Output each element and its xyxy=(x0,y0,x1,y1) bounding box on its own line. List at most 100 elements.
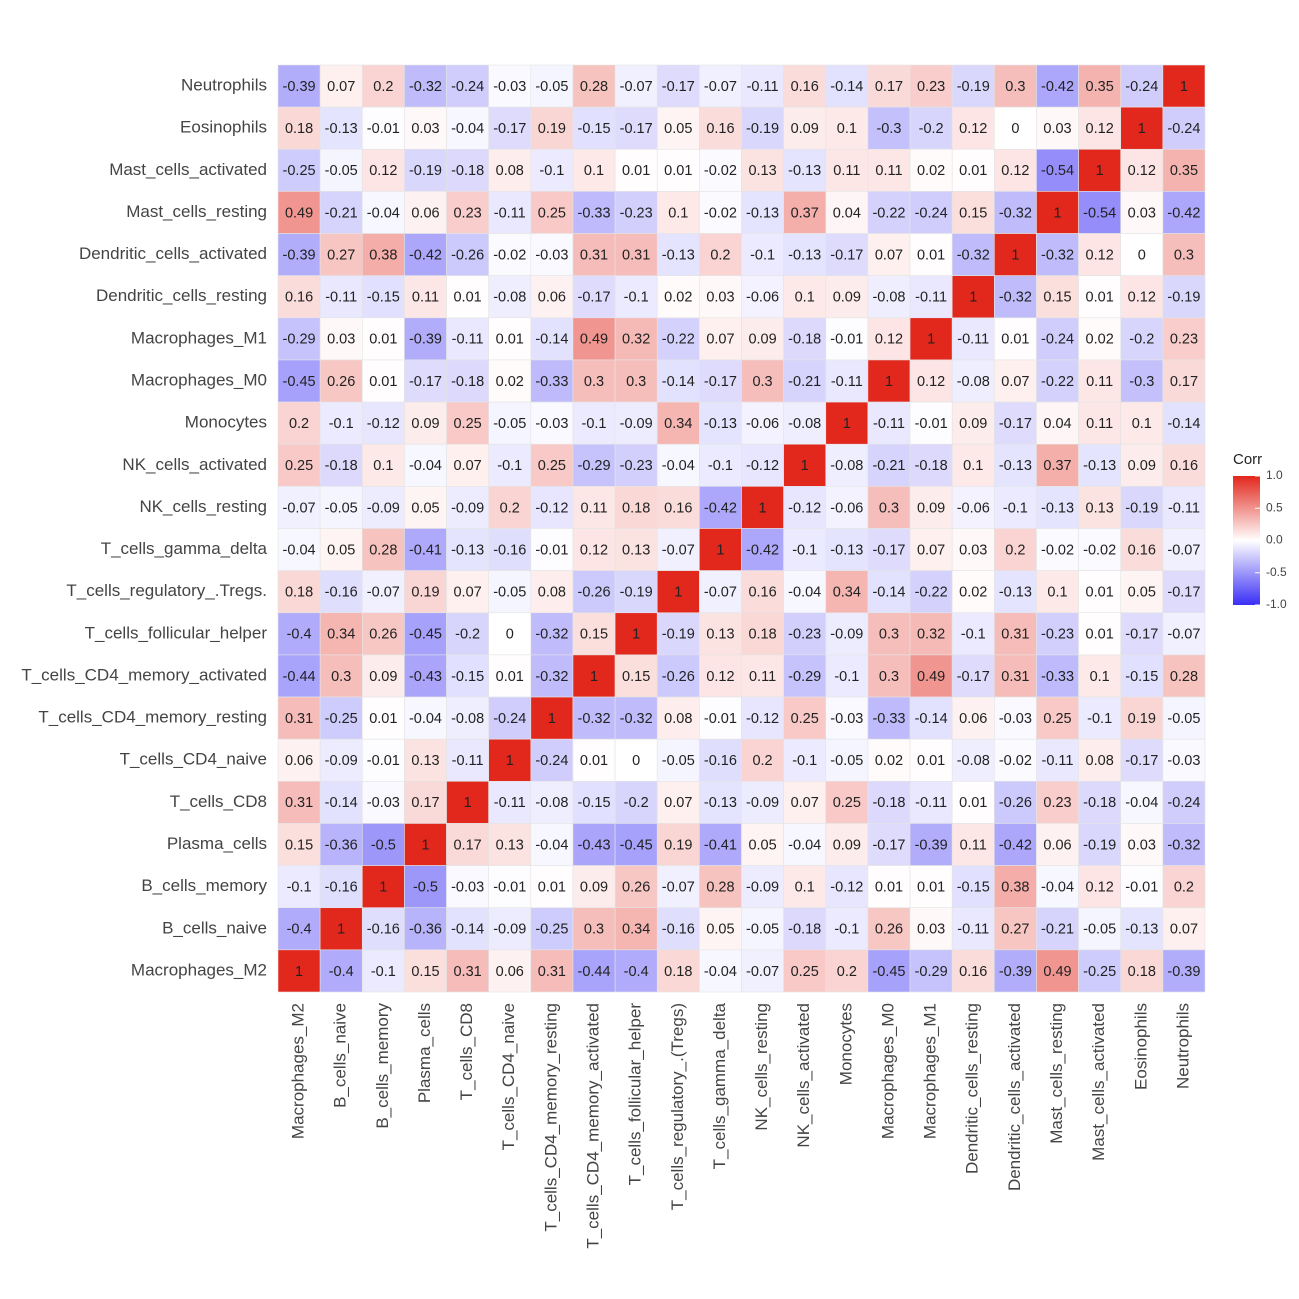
heatmap-cell xyxy=(1078,865,1122,909)
heatmap-cell xyxy=(1078,233,1122,276)
heatmap-cell xyxy=(614,148,658,192)
cell-label: 0.19 xyxy=(1128,711,1156,727)
heatmap-cell xyxy=(783,823,827,866)
cell-label: -0.1 xyxy=(539,163,564,179)
heatmap-cell xyxy=(1120,865,1164,909)
heatmap-cell xyxy=(530,823,574,866)
cell-label: 0.1 xyxy=(1047,585,1067,601)
cell-label: 0.34 xyxy=(622,922,650,938)
heatmap-cell xyxy=(699,907,742,951)
heatmap-cell xyxy=(277,738,321,782)
cell-label: 0.18 xyxy=(285,585,313,601)
cell-label: 0.49 xyxy=(285,205,313,221)
cell-label: -0.21 xyxy=(325,205,358,221)
cell-label: -0.02 xyxy=(704,205,737,221)
cell-label: -0.1 xyxy=(371,964,396,980)
heatmap-cell xyxy=(825,275,869,319)
heatmap-cell xyxy=(277,64,321,108)
cell-label: -0.08 xyxy=(830,458,863,474)
heatmap-cell xyxy=(994,949,1037,993)
cell-label: 0.1 xyxy=(1132,416,1152,432)
cell-label: 0.01 xyxy=(1086,290,1114,306)
heatmap-cell xyxy=(530,781,574,824)
cell-label: 0.01 xyxy=(959,163,987,179)
heatmap-cell xyxy=(994,275,1037,319)
cell-label: 0.1 xyxy=(795,290,815,306)
x-tick-label: Mast_cells_resting xyxy=(1047,1003,1066,1144)
cell-label: 0.35 xyxy=(1086,79,1114,95)
heatmap-cell xyxy=(488,907,532,951)
x-tick-label: Monocytes xyxy=(836,1003,855,1085)
heatmap-cell xyxy=(319,738,363,782)
cell-label: -0.1 xyxy=(329,416,354,432)
cell-label: -0.42 xyxy=(1041,79,1074,95)
cell-label: 0.01 xyxy=(1086,627,1114,643)
heatmap-cell xyxy=(572,612,616,656)
heatmap-cell xyxy=(699,654,742,698)
cell-label: -0.14 xyxy=(451,922,484,938)
heatmap-cell xyxy=(572,823,616,866)
cell-label: 0.2 xyxy=(837,964,857,980)
x-tick-label: Mast_cells_activated xyxy=(1089,1003,1108,1161)
heatmap-cell xyxy=(1120,949,1164,993)
cell-label: -0.11 xyxy=(494,795,526,811)
cell-label: 0.01 xyxy=(875,879,903,895)
cell-label: -0.1 xyxy=(750,247,775,263)
y-tick-label: NK_cells_resting xyxy=(139,497,267,516)
cell-label: 0.13 xyxy=(1086,500,1114,516)
heatmap-cell xyxy=(404,738,447,782)
heatmap-cell xyxy=(404,233,447,276)
cell-label: 0.06 xyxy=(411,205,439,221)
heatmap-cell xyxy=(656,823,700,866)
cell-label: 0.06 xyxy=(285,753,313,769)
heatmap-cell xyxy=(1120,191,1164,234)
colorbar-title: Corr xyxy=(1233,451,1262,468)
heatmap-cell xyxy=(446,696,489,740)
heatmap-cell xyxy=(1162,191,1206,234)
heatmap-cell xyxy=(994,865,1037,909)
heatmap-cell xyxy=(867,148,911,192)
heatmap-cell xyxy=(488,106,532,150)
cell-label: -0.06 xyxy=(746,290,779,306)
cell-label: -0.01 xyxy=(915,416,948,432)
cell-label: 0.12 xyxy=(1001,163,1029,179)
cell-label: 0.09 xyxy=(580,879,608,895)
cell-label: -0.01 xyxy=(535,542,568,558)
heatmap-cell xyxy=(404,696,447,740)
cell-label: 0.13 xyxy=(622,542,650,558)
cell-label: -0.04 xyxy=(451,121,484,137)
cell-label: 0.28 xyxy=(369,542,397,558)
heatmap-cell xyxy=(909,106,953,150)
cell-label: -0.4 xyxy=(624,964,649,980)
heatmap-cell xyxy=(867,486,911,529)
cell-label: 0.26 xyxy=(622,879,650,895)
cell-label: 0.27 xyxy=(327,247,355,263)
heatmap-cell xyxy=(1162,949,1206,993)
cell-label: -0.17 xyxy=(957,669,990,685)
cell-label: -0.07 xyxy=(620,79,653,95)
heatmap-cell xyxy=(741,401,784,445)
heatmap-cell xyxy=(404,64,447,108)
cell-label: -0.33 xyxy=(577,205,610,221)
heatmap-cell xyxy=(319,949,363,993)
cell-label: 0.01 xyxy=(369,711,397,727)
cell-label: 0.1 xyxy=(1090,669,1110,685)
cell-label: -0.21 xyxy=(788,374,821,390)
cell-label: 0.1 xyxy=(373,458,393,474)
heatmap-cell xyxy=(656,781,700,824)
heatmap-cell xyxy=(699,148,742,192)
heatmap-cell xyxy=(994,106,1037,150)
cell-label: -0.32 xyxy=(1041,247,1074,263)
cell-label: 0.18 xyxy=(664,964,692,980)
cell-label: -0.02 xyxy=(493,247,526,263)
heatmap-cell xyxy=(404,654,447,698)
cell-label: 0.17 xyxy=(411,795,439,811)
cell-label: 0.35 xyxy=(1170,163,1198,179)
cell-label: 0.31 xyxy=(622,247,650,263)
heatmap-cell xyxy=(867,738,911,782)
x-tick-label: Plasma_cells xyxy=(415,1003,434,1103)
cell-label: -0.14 xyxy=(872,585,905,601)
cell-label: -0.14 xyxy=(535,332,568,348)
cell-label: 0.01 xyxy=(496,669,524,685)
